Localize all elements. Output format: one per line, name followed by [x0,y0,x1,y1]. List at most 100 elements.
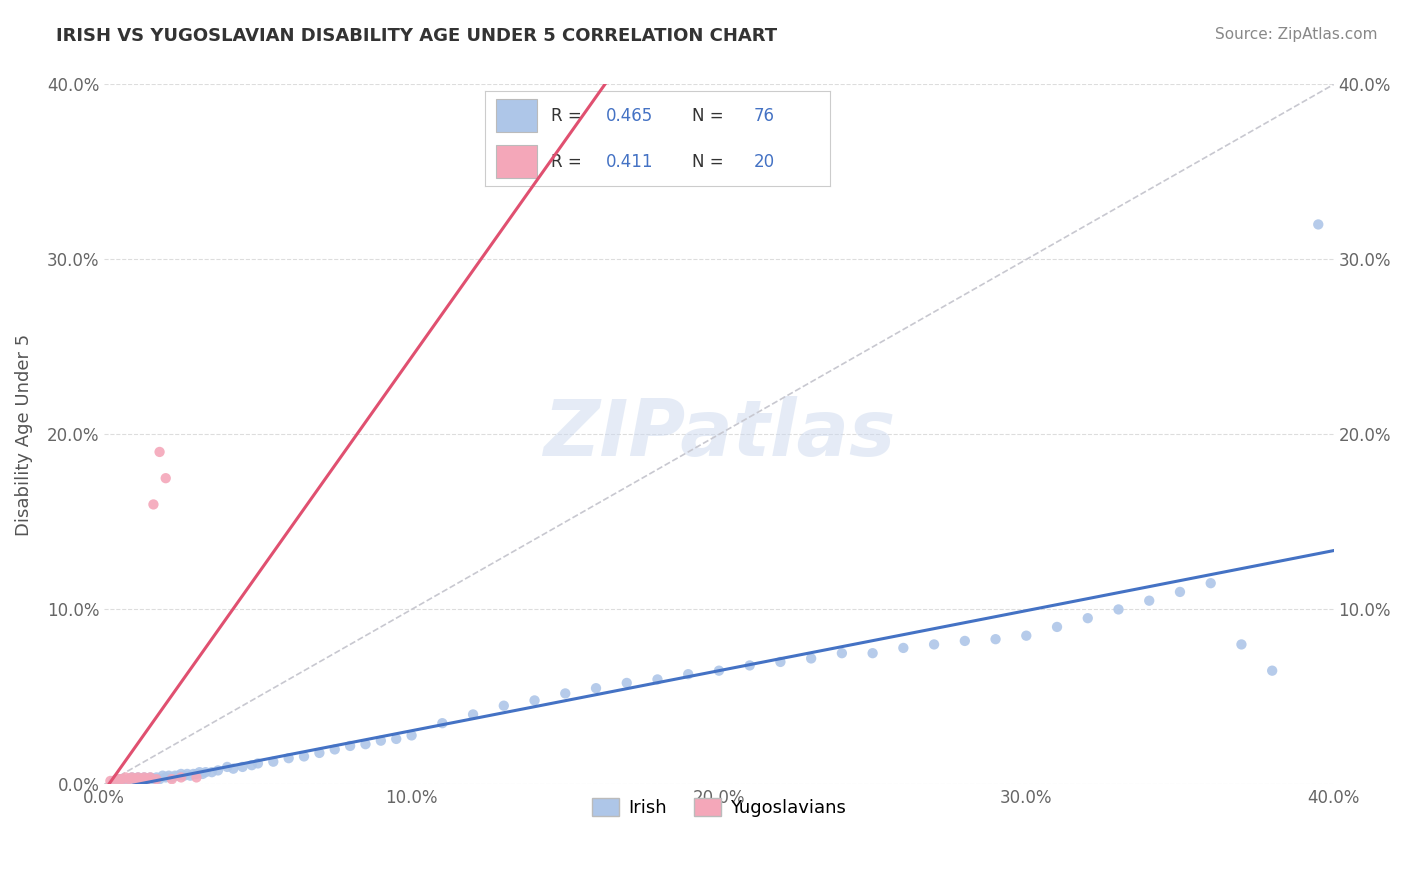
Point [232,760,254,774]
Point [401,728,423,742]
Point [922,637,945,651]
Point [292,749,315,764]
Point [145,772,167,787]
Point [152,769,174,783]
Point [1137,593,1160,607]
Point [186,767,208,781]
Point [176,767,198,781]
Point [862,646,884,660]
Point [100,773,122,788]
Point [339,739,361,753]
Point [111,772,134,787]
Point [160,771,183,785]
Point [136,772,159,787]
Point [103,773,125,788]
Point [262,755,284,769]
Point [1108,602,1130,616]
Point [523,693,546,707]
Point [124,772,146,787]
Point [1015,629,1038,643]
Point [139,771,162,785]
Point [1230,637,1253,651]
Point [155,771,177,785]
Point [370,733,392,747]
Point [676,667,699,681]
Point [173,769,195,783]
Text: IRISH VS YUGOSLAVIAN DISABILITY AGE UNDER 5 CORRELATION CHART: IRISH VS YUGOSLAVIAN DISABILITY AGE UNDE… [56,27,778,45]
Point [155,471,177,485]
Point [118,772,141,787]
Point [114,771,136,785]
Point [1261,664,1284,678]
Point [134,771,156,785]
Point [769,655,792,669]
Point [179,769,201,783]
Point [170,767,193,781]
Point [891,640,914,655]
Point [160,772,183,787]
Point [142,498,165,512]
Point [554,686,576,700]
Point [183,767,205,781]
Point [163,769,186,783]
Point [191,767,214,781]
Point [1308,218,1330,232]
Point [246,756,269,771]
Point [134,771,156,785]
Point [136,772,159,787]
Point [616,676,638,690]
Point [114,773,136,788]
Point [585,681,607,696]
Point [354,737,377,751]
Point [167,769,190,783]
Point [953,634,976,648]
Point [148,772,170,787]
Point [127,771,149,785]
Point [108,772,131,787]
Point [157,769,180,783]
Point [142,772,165,787]
Point [217,760,239,774]
Point [1046,620,1069,634]
Point [1199,576,1222,591]
Point [277,751,299,765]
Point [121,771,143,785]
Point [111,772,134,787]
Point [432,716,454,731]
Legend: Irish, Yugoslavians: Irish, Yugoslavians [585,790,853,824]
Point [1168,585,1191,599]
Point [1077,611,1099,625]
Point [188,765,211,780]
Point [105,772,128,787]
Point [240,758,263,772]
Point [308,746,330,760]
Point [323,742,346,756]
Point [170,771,193,785]
Point [121,771,143,785]
Point [129,772,152,787]
Point [186,771,208,785]
Point [194,765,217,780]
Point [831,646,853,660]
Point [129,772,152,787]
Point [139,771,162,785]
Point [738,658,761,673]
Point [201,765,224,780]
Point [207,764,229,778]
Y-axis label: Disability Age Under 5: Disability Age Under 5 [15,334,32,535]
Point [461,707,484,722]
Point [222,762,245,776]
Point [492,698,515,713]
Text: ZIPatlas: ZIPatlas [543,396,896,473]
Point [108,772,131,787]
Point [800,651,823,665]
Point [148,445,170,459]
Point [385,731,408,746]
Text: Source: ZipAtlas.com: Source: ZipAtlas.com [1215,27,1378,42]
Point [124,772,146,787]
Point [127,771,149,785]
Point [984,632,1007,647]
Point [118,772,141,787]
Point [647,673,669,687]
Point [707,664,730,678]
